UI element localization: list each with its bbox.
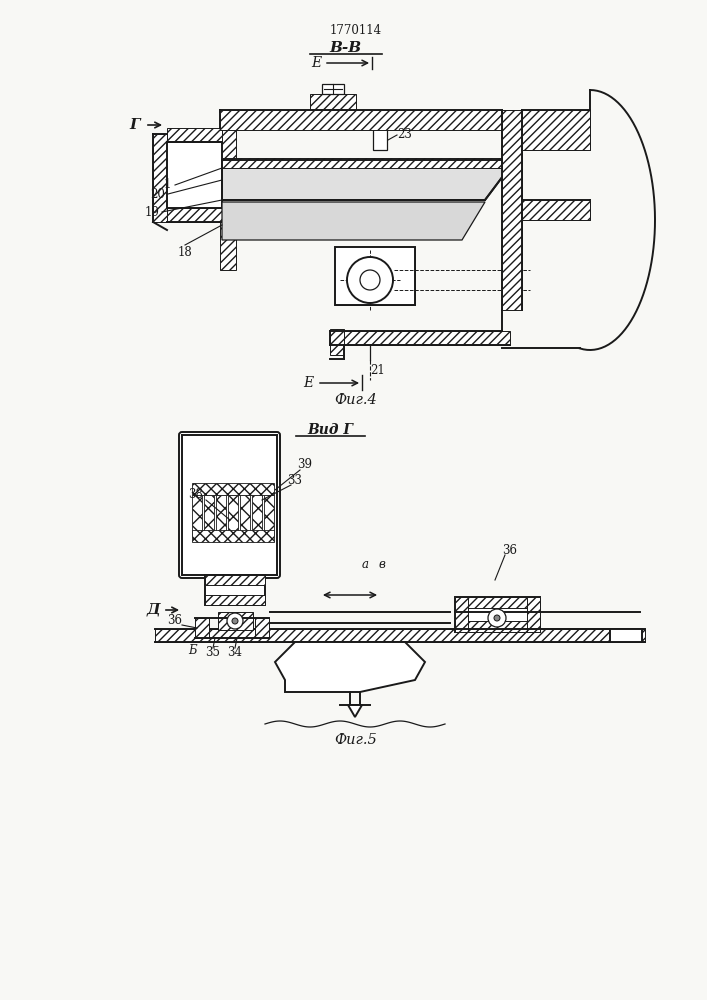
Bar [322,84,344,94]
Circle shape [360,270,380,290]
Text: 18: 18 [177,245,192,258]
Bar [522,110,590,150]
Text: 34: 34 [228,647,243,660]
Bar [252,495,262,535]
Text: E: E [311,56,321,70]
Text: В-В: В-В [329,41,361,55]
Bar [220,112,515,128]
Bar [328,112,338,128]
Circle shape [232,618,238,624]
Bar [195,618,209,638]
Polygon shape [348,705,362,717]
Circle shape [494,615,500,621]
Bar [222,158,515,168]
Bar [220,214,236,270]
Bar [522,200,590,220]
Bar [167,128,222,142]
Text: E: E [303,376,313,390]
Bar [335,247,415,305]
Bar [455,597,468,632]
Bar [335,247,415,262]
Bar [155,629,645,642]
Bar [205,575,265,585]
Bar [220,128,236,198]
Bar [310,94,356,112]
Text: Б: Б [189,644,197,656]
Text: 35: 35 [206,647,221,660]
Text: Вид Г: Вид Г [307,423,353,437]
Bar [205,575,265,605]
Text: Фиг.4: Фиг.4 [334,393,378,407]
Bar [455,597,540,608]
FancyBboxPatch shape [179,432,280,578]
Text: Г: Г [130,118,140,132]
Bar [218,612,253,630]
Text: 38: 38 [189,488,204,502]
Bar [255,618,269,638]
Circle shape [347,257,393,303]
Text: Д: Д [146,603,160,617]
Bar [373,128,387,150]
Text: 36: 36 [168,613,182,626]
Bar [502,110,522,310]
Text: 36: 36 [503,544,518,556]
Text: 19: 19 [144,206,160,219]
Bar [240,495,250,535]
Text: 1770114: 1770114 [330,23,382,36]
Text: 39: 39 [298,458,312,472]
Polygon shape [275,642,425,692]
Bar [455,597,540,632]
Bar [153,134,167,222]
Text: 23: 23 [397,128,412,141]
Text: а: а [361,558,368,572]
Bar [167,142,222,208]
Bar [330,331,510,345]
Circle shape [488,609,506,627]
Text: в: в [378,558,385,572]
Bar [455,621,540,632]
Polygon shape [222,160,515,200]
Bar [220,110,515,130]
Bar [192,495,202,535]
Text: 20: 20 [151,188,165,202]
Bar [330,329,344,355]
Polygon shape [222,202,485,240]
Bar [401,247,415,305]
Text: 1: 1 [163,178,170,192]
Bar [192,483,274,495]
Bar [264,495,274,535]
Bar [335,247,349,305]
Text: Фиг.5: Фиг.5 [334,733,378,747]
Bar [527,597,540,632]
Bar [335,290,415,305]
Bar [205,595,265,605]
Text: 33: 33 [288,474,303,487]
Circle shape [227,613,243,629]
Bar [228,495,238,535]
Bar [610,629,642,642]
Bar [216,495,226,535]
Bar [204,495,214,535]
Bar [167,208,222,222]
Bar [192,530,274,542]
Text: 21: 21 [370,363,385,376]
